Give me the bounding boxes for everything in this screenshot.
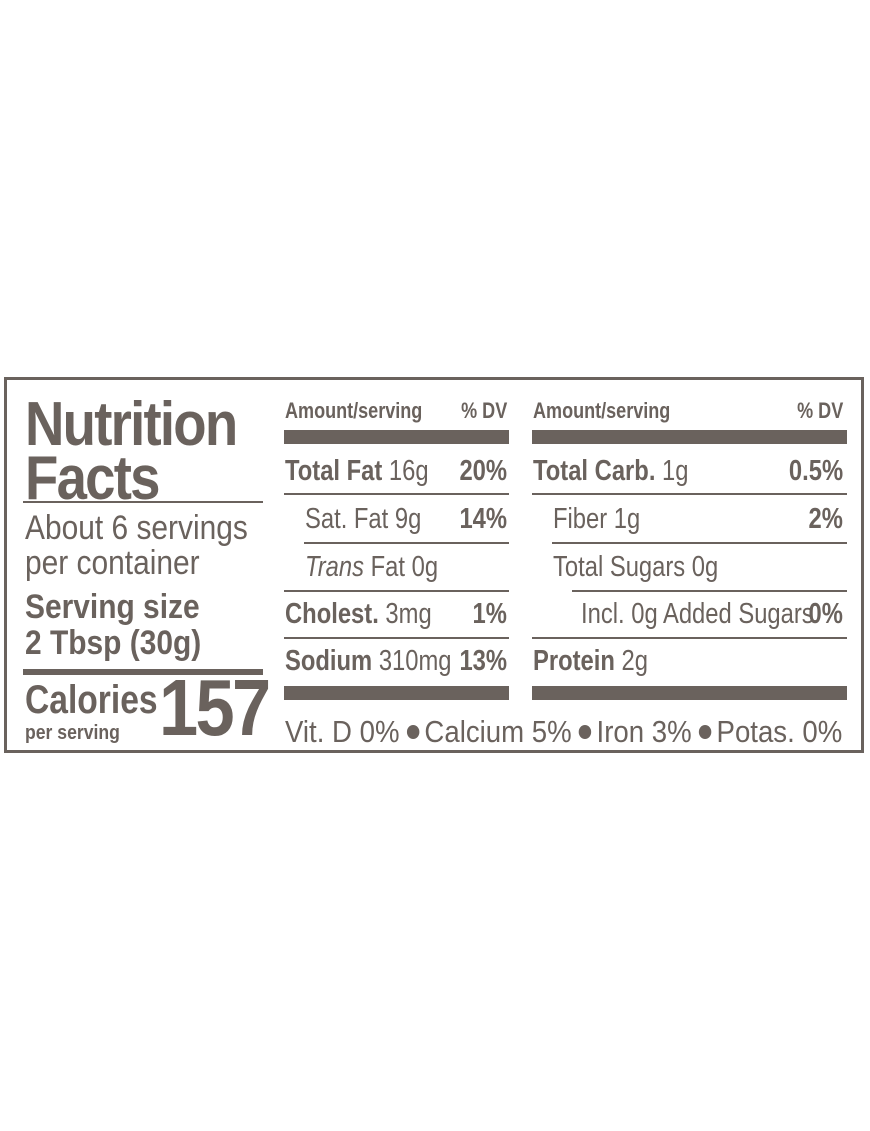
vitamin-d: Vit. D 0% <box>285 714 400 749</box>
nutrient-total-sugars: Total Sugars 0g <box>553 551 719 583</box>
bullet-icon <box>406 724 420 739</box>
serving-size-value: 2 Tbsp (30g) <box>25 624 202 662</box>
vitamins-minerals-line: Vit. D 0% Calcium 5% Iron 3% Potas. 0% <box>285 716 870 747</box>
nutrient-fiber: Fiber 1g <box>553 503 641 535</box>
header-amount-serving: Amount/serving <box>533 398 671 423</box>
calcium: Calcium 5% <box>424 714 572 749</box>
nutrient-added-sugars: Incl. 0g Added Sugars <box>581 598 814 630</box>
calories-per-serving: per serving <box>25 722 120 744</box>
dv-total-fat: 20% <box>459 455 507 487</box>
title-nutrition: Nutrition <box>25 390 238 459</box>
row-divider <box>284 590 509 592</box>
header-amount-serving: Amount/serving <box>285 398 423 423</box>
potassium: Potas. 0% <box>716 714 843 749</box>
servings-per-container: About 6 servings <box>25 509 248 547</box>
bullet-icon <box>698 724 712 739</box>
row-divider <box>552 542 847 544</box>
nutrient-total-carb: Total Carb. 1g <box>533 455 689 487</box>
bullet-icon <box>578 724 592 739</box>
nutrient-total-fat: Total Fat 16g <box>285 455 429 487</box>
row-divider <box>532 637 847 639</box>
dv-sat-fat: 14% <box>459 503 507 535</box>
row-divider <box>284 493 509 495</box>
header-bar <box>532 430 847 444</box>
dv-added-sugars: 0% <box>808 598 843 630</box>
nutrition-facts-label: Nutrition Facts About 6 servings per con… <box>4 377 864 753</box>
divider <box>23 501 263 503</box>
serving-size-label: Serving size <box>25 588 200 626</box>
footer-bar <box>284 686 509 700</box>
dv-cholesterol: 1% <box>472 598 507 630</box>
row-divider <box>532 493 847 495</box>
title-facts: Facts <box>25 444 160 513</box>
iron: Iron 3% <box>596 714 692 749</box>
header-dv: % DV <box>796 398 843 423</box>
row-divider <box>572 590 847 592</box>
dv-sodium: 13% <box>459 645 507 677</box>
row-divider <box>304 542 509 544</box>
dv-fiber: 2% <box>808 503 843 535</box>
header-dv: % DV <box>460 398 507 423</box>
row-divider <box>284 637 509 639</box>
servings-per-container-2: per container <box>25 544 200 582</box>
nutrient-sat-fat: Sat. Fat 9g <box>305 503 422 535</box>
divider-thick <box>23 669 263 675</box>
calories-label: Calories <box>25 678 158 722</box>
calories-value: 157 <box>159 663 271 752</box>
header-bar <box>284 430 509 444</box>
nutrient-trans-fat: Trans Fat 0g <box>305 551 439 583</box>
nutrient-protein: Protein 2g <box>533 645 648 677</box>
dv-total-carb: 0.5% <box>788 455 843 487</box>
footer-bar <box>532 686 847 700</box>
nutrient-sodium: Sodium 310mg <box>285 645 452 677</box>
nutrient-cholesterol: Cholest. 3mg <box>285 598 432 630</box>
